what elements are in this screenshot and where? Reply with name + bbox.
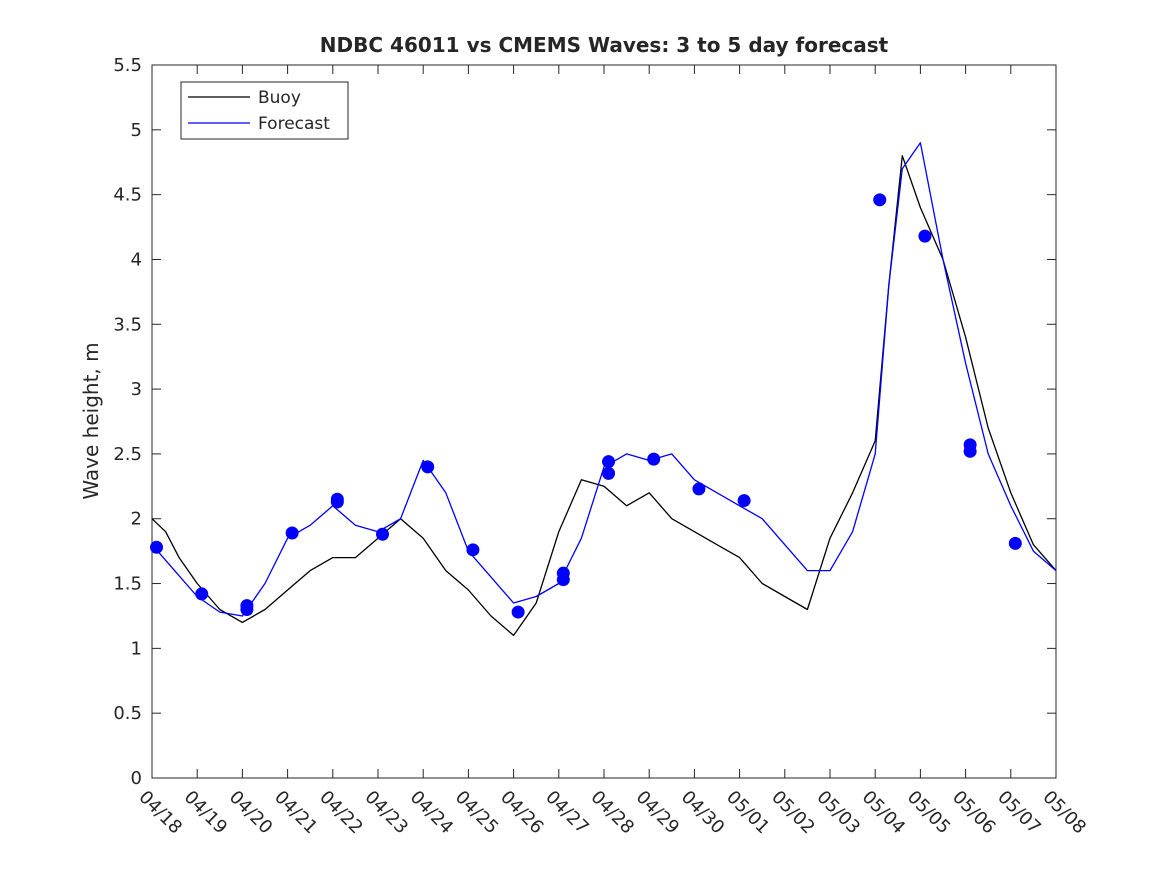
y-tick-label: 4 [131,249,142,270]
y-tick-label: 4.5 [113,185,142,206]
forecast-marker [737,494,751,508]
forecast-marker [692,482,706,496]
y-axis: 0 0.5 1 1.5 2 2.5 3 3.5 4 4.5 5 5.5 [113,55,1056,789]
forecast-marker [195,587,209,601]
legend-buoy-label: Buoy [258,88,301,108]
plot-area [151,64,1057,779]
y-tick-label: 5.5 [113,55,142,76]
y-tick-label: 2.5 [113,444,142,465]
forecast-marker [963,444,977,458]
legend: Buoy Forecast [180,81,349,140]
forecast-marker [150,540,164,554]
y-tick-label: 3.5 [113,314,142,335]
forecast-marker [511,605,525,619]
forecast-marker [647,452,661,466]
forecast-marker [873,193,887,207]
forecast-marker [376,527,390,541]
chart-title: NDBC 46011 vs CMEMS Waves: 3 to 5 day fo… [320,33,889,57]
y-tick-label: 0 [131,768,142,789]
y-tick-label: 1.5 [113,574,142,595]
forecast-marker [918,229,932,243]
forecast-marker [421,460,435,474]
y-tick-label: 2 [131,509,142,530]
forecast-marker [240,599,254,613]
series-line-buoy [151,155,1057,637]
y-tick-label: 5 [131,120,142,141]
y-axis-label: Wave height, m [79,342,103,499]
y-tick-label: 3 [131,379,142,400]
forecast-marker [330,495,344,509]
legend-box [180,81,349,140]
forecast-marker [556,566,570,580]
series-layer [151,142,1057,637]
series-line-forecast [151,142,1057,617]
y-tick-label: 1 [131,638,142,659]
legend-forecast-label: Forecast [258,114,330,134]
forecast-marker [602,455,616,469]
forecast-marker [285,526,299,540]
forecast-marker [1008,536,1022,550]
forecast-marker [466,543,480,557]
forecast-markers [150,193,1022,619]
forecast-marker [602,466,616,480]
y-tick-label: 0.5 [113,703,142,724]
